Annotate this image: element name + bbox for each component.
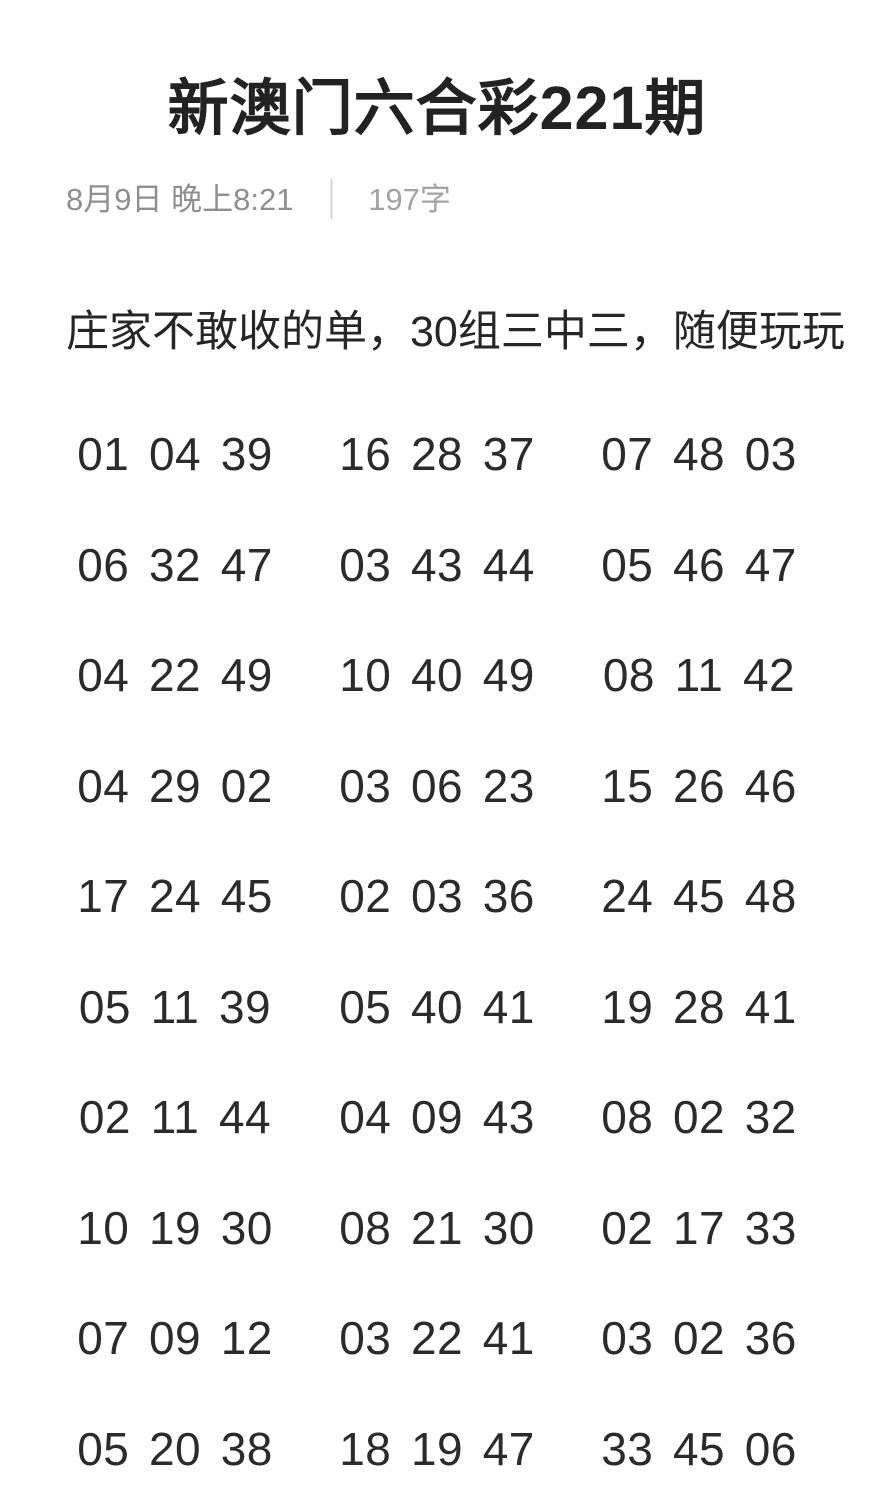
number-group: 08 21 30 [339,1201,535,1254]
number-group: 33 45 06 [601,1422,797,1475]
number-group: 01 04 39 [77,428,273,481]
number-group: 07 48 03 [601,428,797,481]
number-group: 15 26 46 [601,759,797,812]
word-count: 197字 [368,181,451,217]
number-group: 05 46 47 [601,538,797,591]
number-group: 02 03 36 [339,870,535,923]
number-group: 04 29 02 [77,759,273,812]
number-group: 08 11 42 [602,649,796,702]
number-group: 05 11 39 [78,980,272,1033]
number-group: 05 20 38 [77,1422,273,1475]
number-group: 10 40 49 [339,649,535,702]
number-group: 08 02 32 [601,1091,797,1144]
post-date: 8月9日 晚上8:21 [66,181,294,217]
post-description: 庄家不敢收的单，30组三中三，随便玩玩 [66,307,845,356]
number-row: 06 32 47 03 43 44 05 46 47 [44,510,830,621]
number-row: 01 04 39 16 28 37 07 48 03 [44,399,830,510]
number-row: 05 20 38 18 19 47 33 45 06 [44,1394,830,1505]
number-group: 04 22 49 [77,649,273,702]
number-group: 03 43 44 [339,538,535,591]
number-group: 05 40 41 [339,980,535,1033]
number-row: 04 22 49 10 40 49 08 11 42 [44,620,830,731]
number-group: 02 17 33 [601,1201,797,1254]
number-row: 02 11 44 04 09 43 08 02 32 [44,1062,830,1173]
number-group: 03 02 36 [601,1312,797,1365]
number-group: 10 19 30 [77,1201,273,1254]
number-group: 19 28 41 [601,980,797,1033]
number-row: 05 11 39 05 40 41 19 28 41 [44,952,830,1063]
number-group: 06 32 47 [77,538,273,591]
number-grid: 01 04 39 16 28 37 07 48 03 06 32 47 03 4… [0,399,874,1504]
meta-divider: │ [323,180,343,217]
number-group: 03 06 23 [339,759,535,812]
number-group: 17 24 45 [77,870,273,923]
number-group: 02 11 44 [78,1091,272,1144]
number-row: 10 19 30 08 21 30 02 17 33 [44,1173,830,1284]
number-group: 16 28 37 [339,428,535,481]
number-row: 17 24 45 02 03 36 24 45 48 [44,841,830,952]
post-meta: 8月9日 晚上8:21 │ 197字 [0,180,874,217]
number-group: 18 19 47 [339,1422,535,1475]
number-group: 04 09 43 [339,1091,535,1144]
number-row: 07 09 12 03 22 41 03 02 36 [44,1283,830,1394]
number-row: 04 29 02 03 06 23 15 26 46 [44,731,830,842]
number-group: 24 45 48 [601,870,797,923]
page-title: 新澳门六合彩221期 [167,73,707,142]
number-group: 07 09 12 [77,1312,273,1365]
number-group: 03 22 41 [339,1312,535,1365]
